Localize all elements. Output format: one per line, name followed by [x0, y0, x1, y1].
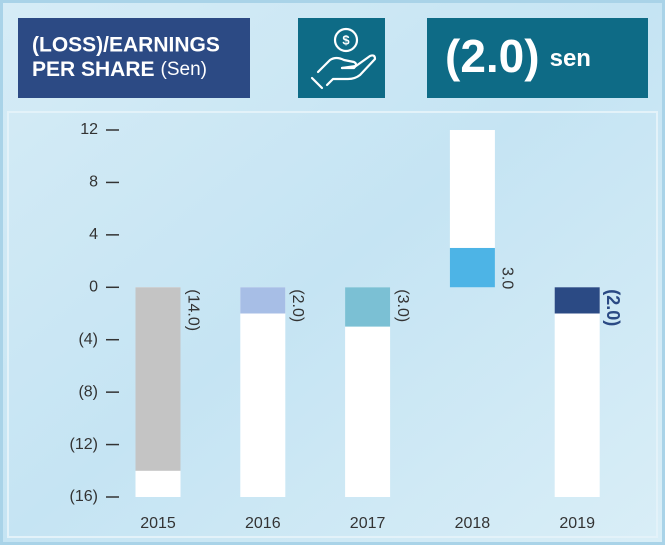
title-line1: (LOSS)/EARNINGS — [32, 34, 220, 57]
highlight: (2.0) sen — [445, 30, 591, 82]
value-label: 3.0 — [499, 267, 516, 289]
bar — [240, 287, 286, 314]
bar — [554, 287, 600, 314]
title-box — [18, 18, 250, 98]
x-tick-label: 2015 — [140, 515, 176, 532]
y-tick-label: (8) — [78, 383, 98, 400]
panel — [7, 111, 658, 538]
value-label: (2.0) — [289, 289, 306, 322]
bar — [345, 287, 391, 327]
y-tick-label: (12) — [70, 436, 98, 453]
x-tick-label: 2017 — [350, 515, 386, 532]
highlight-unit: sen — [550, 45, 591, 72]
y-tick-label: 8 — [89, 174, 98, 191]
title-unit: (Sen) — [161, 59, 207, 80]
value-label: (3.0) — [394, 289, 411, 322]
y-tick-label: 12 — [80, 121, 98, 138]
bar-track — [240, 287, 286, 497]
y-tick-label: (4) — [78, 331, 98, 348]
value-label: (2.0) — [603, 289, 623, 326]
y-tick-label: 0 — [89, 279, 98, 296]
y-tick-label: 4 — [89, 226, 98, 243]
title-line2-text: PER SHARE — [32, 58, 155, 81]
value-label: (14.0) — [184, 289, 201, 331]
x-tick-label: 2019 — [559, 515, 595, 532]
highlight-value: (2.0) — [445, 30, 540, 82]
y-tick-label: (16) — [70, 488, 98, 505]
bar — [449, 247, 495, 288]
bar-track — [554, 287, 600, 497]
highlight-box — [427, 18, 648, 98]
x-tick-label: 2018 — [455, 515, 491, 532]
icon-dollar: $ — [342, 32, 350, 47]
bar — [135, 287, 181, 471]
title-line2: PER SHARE (Sen) — [32, 58, 207, 81]
x-tick-label: 2016 — [245, 515, 281, 532]
money-hand-icon: $ — [310, 27, 377, 90]
